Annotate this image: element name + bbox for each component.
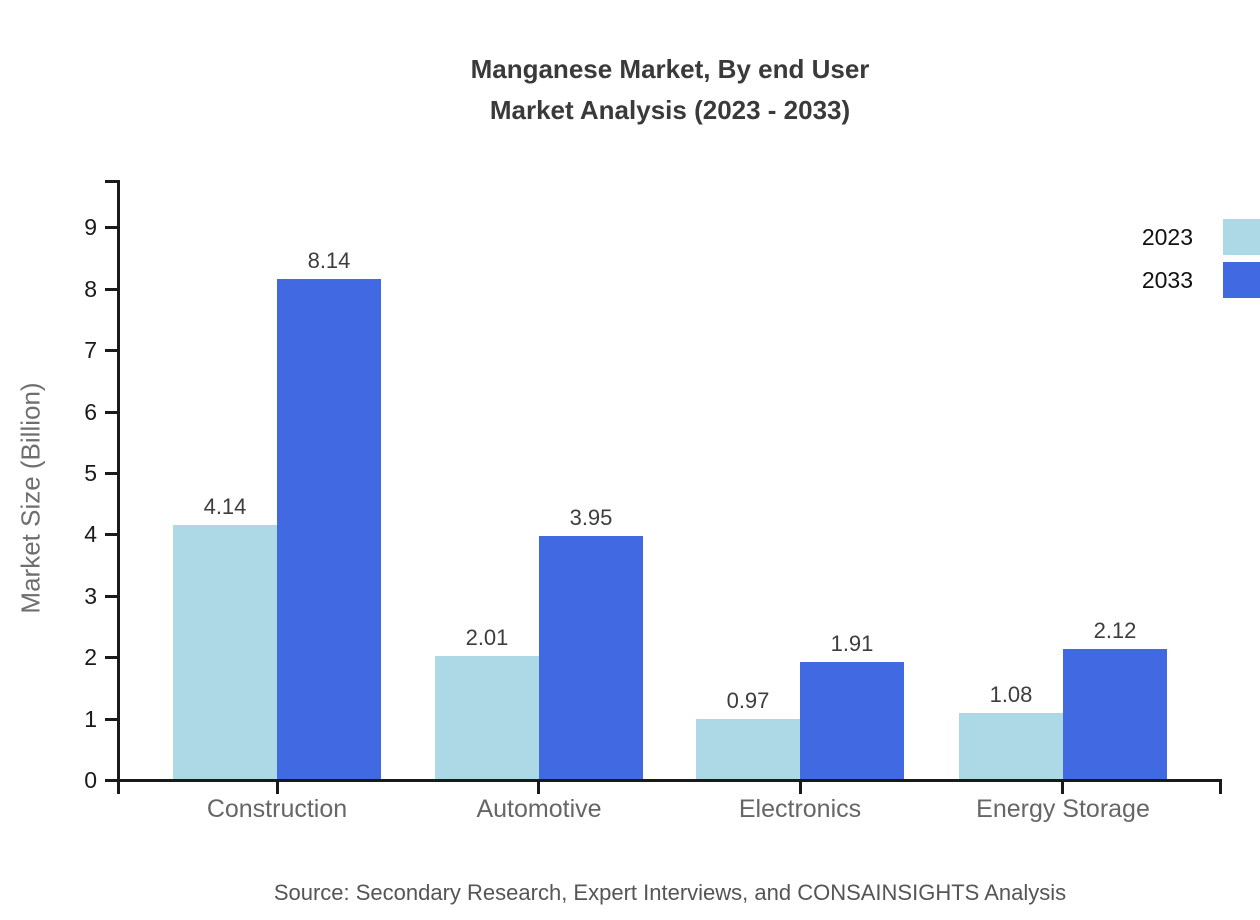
y-tick-4 — [105, 533, 117, 536]
y-tick-label-5: 5 — [84, 460, 97, 486]
legend-label-2023: 2023 — [1141, 224, 1193, 250]
bar-2023-energy-storage — [959, 713, 1063, 779]
y-tick-7 — [105, 349, 117, 352]
plot-area: 0 1 2 3 4 5 6 7 8 9 Construction 4.14 8.14 Automotive… — [84, 180, 1222, 823]
y-tick-label-6: 6 — [84, 399, 97, 425]
value-label-2023-construction: 4.14 — [203, 494, 247, 519]
x-tick-automotive — [537, 782, 540, 794]
value-label-2023-energy-storage: 1.08 — [989, 682, 1033, 707]
y-tick-5 — [105, 472, 117, 475]
value-label-2023-automotive: 2.01 — [465, 625, 509, 650]
y-tick-label-1: 1 — [84, 706, 97, 732]
y-tick-label-8: 8 — [84, 276, 97, 302]
source-note: Source: Secondary Research, Expert Inter… — [273, 880, 1067, 905]
bar-2033-electronics — [800, 662, 904, 779]
value-label-2033-energy-storage: 2.12 — [1093, 618, 1137, 643]
y-tick-label-0: 0 — [84, 767, 97, 793]
y-tick-2 — [105, 656, 117, 659]
y-axis-line — [117, 180, 120, 794]
y-tick-label-7: 7 — [84, 337, 97, 363]
chart-title-line2: Market Analysis (2023 - 2033) — [489, 95, 851, 125]
chart-title-line1: Manganese Market, By end User — [470, 54, 870, 84]
bar-2023-electronics — [696, 719, 800, 779]
legend-item-2033: 2033 — [1073, 262, 1260, 298]
y-tick-6 — [105, 411, 117, 414]
x-tick-electronics — [799, 782, 802, 794]
value-label-2033-construction: 8.14 — [307, 248, 351, 273]
y-tick-label-2: 2 — [84, 644, 97, 670]
chart-title: Manganese Market, By end User Market Ana… — [80, 49, 1260, 131]
bar-2033-automotive — [539, 536, 643, 779]
y-tick-8 — [105, 288, 117, 291]
y-tick-9 — [105, 226, 117, 229]
y-tick-label-3: 3 — [84, 583, 97, 609]
value-label-2033-automotive: 3.95 — [569, 505, 613, 530]
legend-swatch-2023 — [1223, 219, 1260, 255]
bar-2023-construction — [173, 525, 277, 779]
bar-2033-energy-storage — [1063, 649, 1167, 779]
x-tick-construction — [276, 782, 279, 794]
legend-item-2023: 2023 — [1073, 219, 1260, 255]
legend-swatch-2033 — [1223, 262, 1260, 298]
y-tick-label-9: 9 — [84, 214, 97, 240]
y-tick-0 — [105, 779, 117, 782]
y-tick-1 — [105, 718, 117, 721]
value-label-2023-electronics: 0.97 — [726, 688, 770, 713]
legend: 2023 2033 — [1073, 219, 1260, 305]
category-label-energy-storage: Energy Storage — [976, 795, 1150, 823]
bar-2033-construction — [277, 279, 381, 779]
x-tick-energy-storage — [1061, 782, 1064, 794]
category-label-construction: Construction — [206, 795, 348, 823]
y-axis-end-tick — [105, 180, 117, 183]
y-tick-3 — [105, 595, 117, 598]
x-axis-line — [117, 779, 1222, 782]
category-label-electronics: Electronics — [738, 795, 862, 823]
value-label-2033-electronics: 1.91 — [830, 631, 874, 656]
bar-2023-automotive — [435, 656, 539, 779]
x-axis-end-tick — [1219, 782, 1222, 794]
y-tick-label-4: 4 — [84, 521, 97, 547]
legend-label-2033: 2033 — [1141, 267, 1193, 293]
category-label-automotive: Automotive — [476, 795, 602, 823]
